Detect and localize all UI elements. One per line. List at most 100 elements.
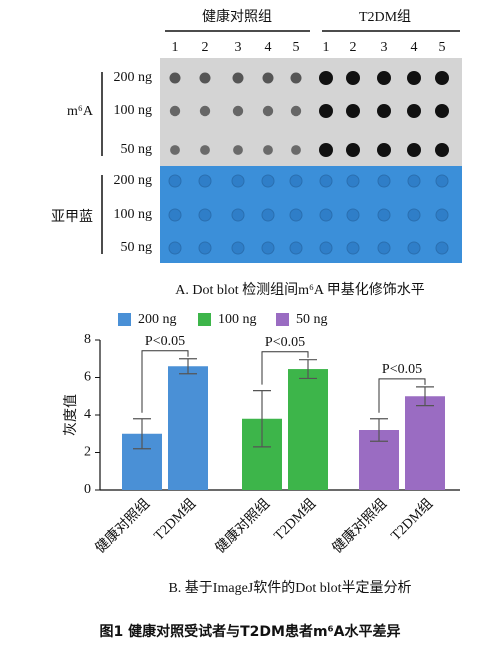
dot (377, 71, 391, 85)
y-tick-label: 0 (84, 482, 91, 497)
panel-b-caption: B. 基于ImageJ软件的Dot blot半定量分析 (168, 579, 411, 596)
dot (231, 174, 245, 188)
dot (200, 145, 210, 155)
dot (407, 143, 421, 157)
legend-swatch (118, 313, 131, 326)
dot (199, 105, 211, 117)
row-label: 100 ng (114, 207, 153, 222)
row-label: 100 ng (114, 103, 153, 118)
row-label: 50 ng (121, 142, 153, 157)
y-tick-label: 4 (84, 407, 91, 422)
row-label: 200 ng (114, 173, 153, 188)
dot (319, 143, 333, 157)
lane-number: 4 (265, 40, 272, 55)
significance-bracket (141, 350, 189, 413)
dot (168, 241, 182, 255)
panel-a-caption: A. Dot blot 检测组间m⁶A 甲基化修饰水平 (175, 281, 425, 298)
significance-bracket (378, 378, 426, 413)
y-tick-label: 2 (84, 445, 91, 460)
legend-label: 100 ng (218, 312, 257, 327)
x-tick-label: 健康对照组 (212, 495, 274, 557)
dot (346, 104, 360, 118)
dot (262, 105, 274, 117)
dot (232, 105, 244, 117)
row-label: 200 ng (114, 70, 153, 85)
dot (290, 72, 302, 84)
dot (346, 241, 360, 255)
lane-number: 5 (293, 40, 300, 55)
dot (377, 208, 391, 222)
legend-label: 200 ng (138, 312, 177, 327)
bar (405, 396, 445, 490)
dot (407, 174, 421, 188)
dot (346, 71, 360, 85)
lane-number: 3 (381, 40, 388, 55)
dot (435, 104, 449, 118)
dot (435, 71, 449, 85)
dot (377, 104, 391, 118)
lane-number: 1 (172, 40, 179, 55)
dot (407, 71, 421, 85)
group-label: T2DM组 (359, 9, 411, 25)
dot (346, 143, 360, 157)
dot (290, 105, 302, 117)
dot (319, 104, 333, 118)
lane-number: 1 (323, 40, 330, 55)
dot (319, 71, 333, 85)
blot-label: 亚甲蓝 (51, 209, 93, 225)
x-tick-label: 健康对照组 (329, 495, 391, 557)
y-tick-label: 6 (84, 370, 91, 385)
dot (407, 208, 421, 222)
x-tick-label: 健康对照组 (92, 495, 154, 557)
dot (261, 241, 275, 255)
dot (346, 208, 360, 222)
dot (199, 72, 211, 84)
significance-label: P<0.05 (145, 334, 185, 349)
dot (346, 174, 360, 188)
bar (168, 366, 208, 490)
dot (377, 241, 391, 255)
y-tick-label: 8 (84, 332, 91, 347)
dot (263, 145, 273, 155)
dot (319, 174, 333, 188)
dot (407, 104, 421, 118)
lane-number: 5 (439, 40, 446, 55)
significance-bracket (261, 351, 309, 385)
dot (261, 174, 275, 188)
dot (233, 145, 243, 155)
dot (232, 72, 244, 84)
dot (291, 145, 301, 155)
dot (169, 105, 181, 117)
x-tick-label: T2DM组 (271, 496, 319, 544)
dot (231, 208, 245, 222)
dot (198, 208, 212, 222)
dot (289, 208, 303, 222)
dot (261, 208, 275, 222)
blot-label: m⁶A (67, 104, 94, 119)
dot (198, 241, 212, 255)
lane-number: 4 (411, 40, 418, 55)
significance-label: P<0.05 (382, 362, 422, 377)
dot (377, 174, 391, 188)
bar (288, 369, 328, 490)
dot (289, 241, 303, 255)
lane-number: 3 (235, 40, 242, 55)
dot (407, 241, 421, 255)
dot (169, 72, 181, 84)
row-label: 50 ng (121, 240, 153, 255)
dot (289, 174, 303, 188)
dot (168, 174, 182, 188)
dot (435, 208, 449, 222)
dot (231, 241, 245, 255)
dot (377, 143, 391, 157)
dot (319, 241, 333, 255)
dot (168, 208, 182, 222)
legend-swatch (198, 313, 211, 326)
x-tick-label: T2DM组 (151, 496, 199, 544)
dot (435, 174, 449, 188)
y-axis-label: 灰度值 (63, 394, 79, 436)
dot (435, 241, 449, 255)
dot (319, 208, 333, 222)
dot (198, 174, 212, 188)
